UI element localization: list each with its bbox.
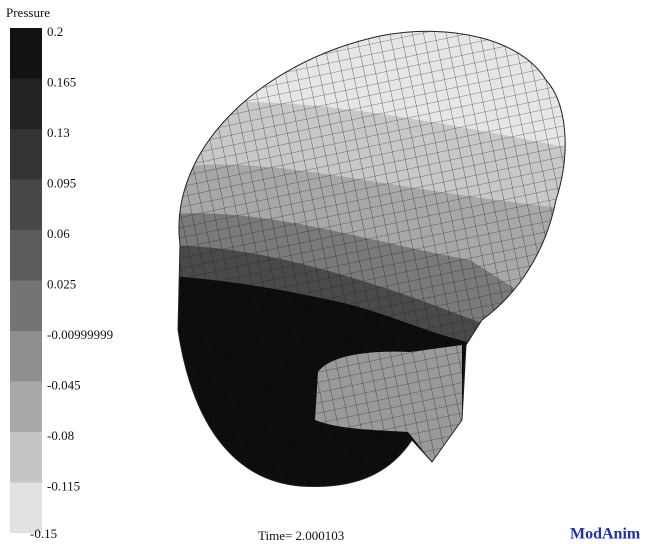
legend-band xyxy=(10,28,42,79)
legend-band xyxy=(10,79,42,130)
time-label: Time= 2.000103 xyxy=(258,528,344,543)
color-legend: Pressure 0.2 0.165 0.13 0.095 0.06 0.025 -0.00… xyxy=(6,5,113,541)
legend-tick-label: -0.115 xyxy=(47,478,80,493)
legend-band xyxy=(10,230,42,281)
legend-tick-label: -0.045 xyxy=(47,377,81,392)
legend-tick-label: -0.15 xyxy=(30,526,57,541)
legend-band xyxy=(10,180,42,231)
legend-tick-label: 0.025 xyxy=(47,276,76,291)
legend-tick-label: 0.2 xyxy=(47,24,63,39)
legend-tick-label: 0.13 xyxy=(47,125,70,140)
legend-band xyxy=(10,432,42,483)
legend-band xyxy=(10,281,42,332)
legend-tick-label: -0.08 xyxy=(47,428,74,443)
legend-title: Pressure xyxy=(6,5,50,20)
legend-band xyxy=(10,382,42,433)
brand: ModAnim xyxy=(570,526,641,543)
viewer: Pressure 0.2 0.165 0.13 0.095 0.06 0.025 -0.00… xyxy=(0,0,659,544)
model-3d xyxy=(160,20,580,500)
legend-band xyxy=(10,331,42,382)
legend-tick-label: 0.095 xyxy=(47,175,76,190)
legend-tick-label: 0.165 xyxy=(47,74,76,89)
legend-tick-label: -0.00999999 xyxy=(47,327,113,342)
legend-band xyxy=(10,129,42,180)
legend-tick-label: 0.06 xyxy=(47,226,70,241)
